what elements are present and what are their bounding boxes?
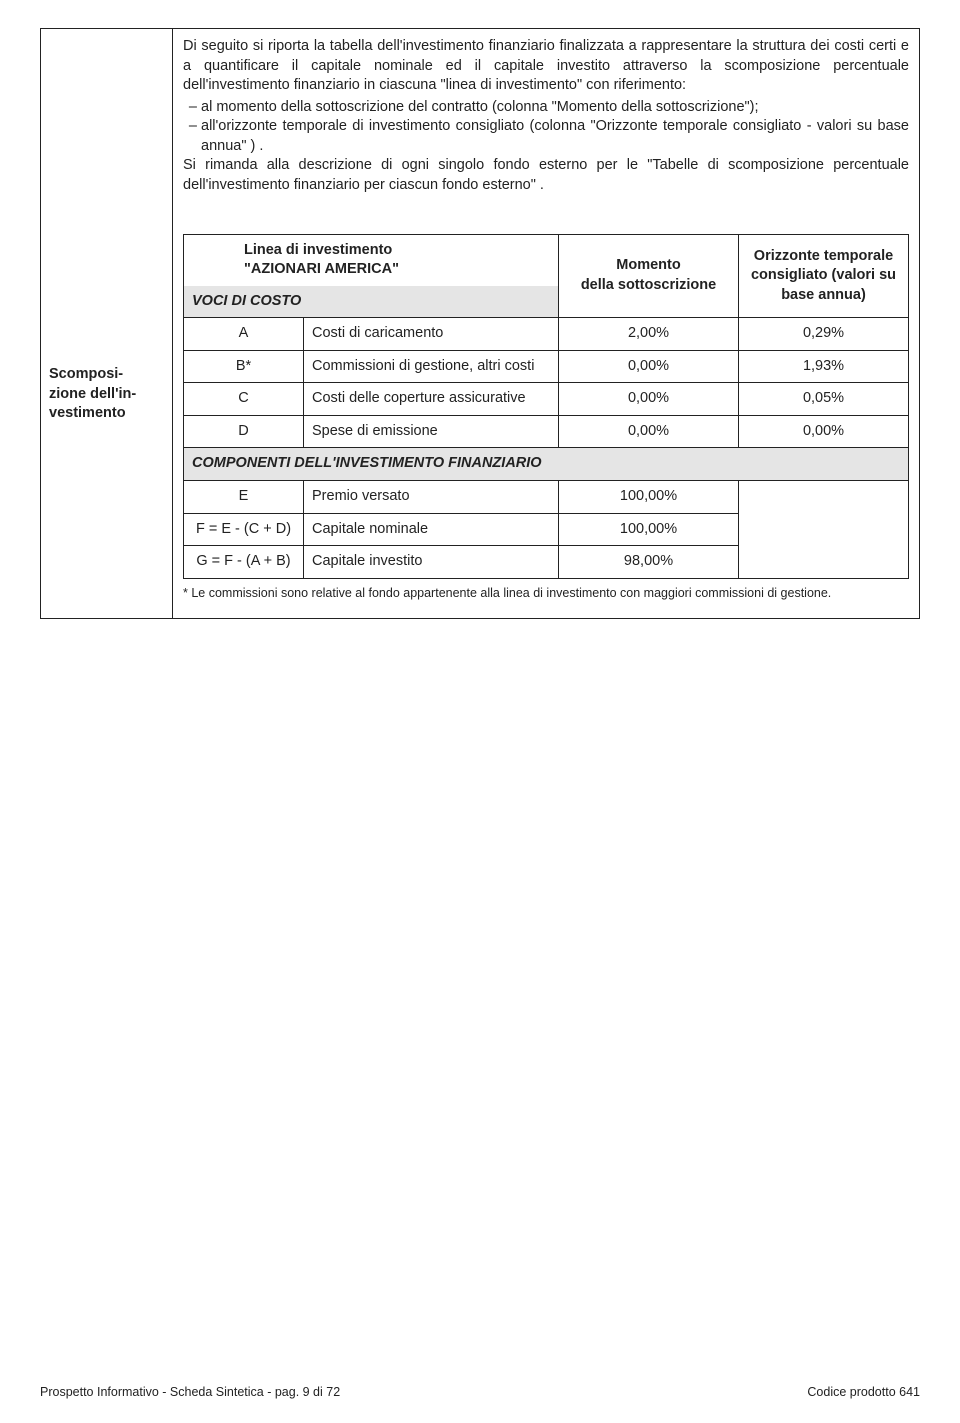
table-row: A Costi di caricamento 2,00% 0,29% [184,318,909,351]
section-label-text: Scomposi- zione dell'in- vestimento [49,365,164,424]
table-cell: Linea di investimento "AZIONARI AMERICA"… [173,214,920,619]
intro-paragraph-1: Di seguito si riporta la tabella dell'in… [183,37,909,96]
header-momento-line2: della sottoscrizione [567,276,730,296]
row-value-1: 0,00% [559,415,739,448]
row-code: A [184,318,304,351]
empty-cell [739,481,909,579]
voci-di-costo: VOCI DI COSTO [184,286,559,318]
row-value-1: 100,00% [559,513,739,546]
page-footer: Prospetto Informativo - Scheda Sintetica… [40,1384,920,1401]
row-code: G = F - (A + B) [184,546,304,579]
section-label: Scomposi- zione dell'in- vestimento [41,29,173,619]
intro-cell: Di seguito si riporta la tabella dell'in… [173,29,920,214]
table-row: C Costi delle coperture assicurative 0,0… [184,383,909,416]
row-desc: Premio versato [304,481,559,514]
row-value-1: 0,00% [559,350,739,383]
page-container: Scomposi- zione dell'in- vestimento Di s… [0,0,960,1423]
table-row: E Premio versato 100,00% [184,481,909,514]
intro-bullets: al momento della sottoscrizione del cont… [183,98,909,157]
table-row: B* Commissioni di gestione, altri costi … [184,350,909,383]
row-desc: Commissioni di gestione, altri costi [304,350,559,383]
row-code: B* [184,350,304,383]
row-value-2: 0,00% [739,415,909,448]
footer-right: Codice prodotto 641 [807,1384,920,1401]
row-value-1: 98,00% [559,546,739,579]
outer-table: Scomposi- zione dell'in- vestimento Di s… [40,28,920,619]
header-linea: Linea di investimento "AZIONARI AMERICA" [184,234,559,286]
header-momento-line1: Momento [567,256,730,276]
header-momento: Momento della sottoscrizione [559,234,739,318]
row-value-1: 0,00% [559,383,739,416]
row-desc: Costi di caricamento [304,318,559,351]
intro-paragraph-2: Si rimanda alla descrizione di ogni sing… [183,156,909,195]
footnote: * Le commissioni sono relative al fondo … [183,585,909,602]
row-desc: Costi delle coperture assicurative [304,383,559,416]
row-desc: Capitale investito [304,546,559,579]
row-desc: Spese di emissione [304,415,559,448]
header-linea-line2: "AZIONARI AMERICA" [244,260,550,280]
componenti-header: COMPONENTI DELL'INVESTIMENTO FINANZIARIO [184,448,909,481]
intro-bullet-2: all'orizzonte temporale di investimento … [201,117,909,156]
cost-table: Linea di investimento "AZIONARI AMERICA"… [183,234,909,579]
row-value-2: 0,05% [739,383,909,416]
table-row: D Spese di emissione 0,00% 0,00% [184,415,909,448]
row-value-1: 2,00% [559,318,739,351]
intro-bullet-1: al momento della sottoscrizione del cont… [201,98,909,118]
row-code: F = E - (C + D) [184,513,304,546]
row-code: C [184,383,304,416]
footer-left: Prospetto Informativo - Scheda Sintetica… [40,1384,340,1401]
row-code: E [184,481,304,514]
row-value-2: 1,93% [739,350,909,383]
row-value-1: 100,00% [559,481,739,514]
header-linea-line1: Linea di investimento [244,241,550,261]
row-code: D [184,415,304,448]
row-value-2: 0,29% [739,318,909,351]
header-orizzonte: Orizzonte temporale consigliato (valori … [739,234,909,318]
row-desc: Capitale nominale [304,513,559,546]
